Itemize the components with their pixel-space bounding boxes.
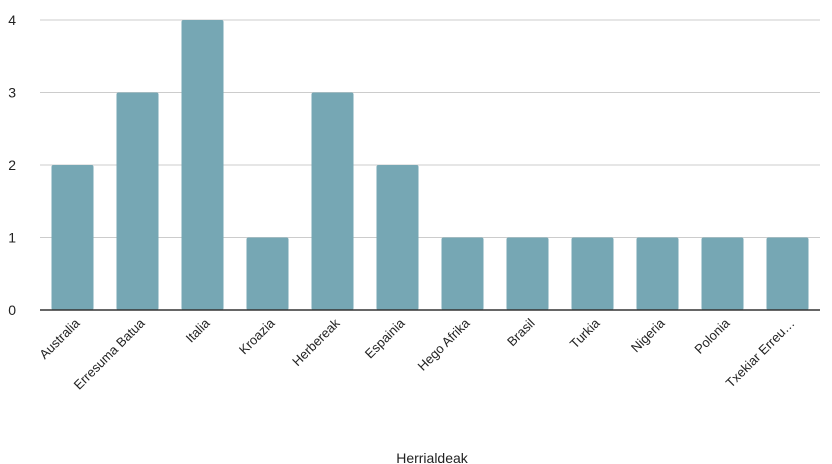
bar xyxy=(181,20,224,310)
bar xyxy=(311,92,354,310)
bars-layer xyxy=(51,20,809,310)
y-tick-labels: 0 1 2 3 4 xyxy=(8,12,16,318)
bar xyxy=(376,165,419,310)
bar xyxy=(701,237,744,310)
x-tick-label: Nigeria xyxy=(628,315,668,355)
x-tick-label: Australia xyxy=(36,315,83,362)
x-tick-label: Brasil xyxy=(504,315,538,349)
y-tick-label: 1 xyxy=(8,230,16,246)
bar xyxy=(51,165,94,310)
y-tick-label: 2 xyxy=(8,157,16,173)
y-tick-label: 0 xyxy=(8,302,16,318)
x-tick-label: Erresuma Batua xyxy=(71,315,149,393)
y-tick-label: 4 xyxy=(8,12,16,28)
bar xyxy=(116,92,159,310)
grid-layer xyxy=(40,19,820,238)
x-tick-label: Polonia xyxy=(691,315,733,357)
x-tick-label: Hego Afrika xyxy=(414,315,473,374)
x-tick-label: Espainia xyxy=(362,315,408,361)
x-tick-label: Kroazia xyxy=(236,315,278,357)
bar xyxy=(506,237,549,310)
y-tick-label: 3 xyxy=(8,85,16,101)
x-tick-label: Turkia xyxy=(567,315,603,351)
x-tick-label: Italia xyxy=(183,315,214,346)
bar xyxy=(636,237,679,310)
bar xyxy=(246,237,289,310)
x-tick-label: Txekiar Erreu… xyxy=(723,316,798,391)
bar xyxy=(571,237,614,310)
bar xyxy=(441,237,484,310)
bar xyxy=(766,237,809,310)
x-tick-label: Herbereak xyxy=(289,315,343,369)
x-axis-title: Herrialdeak xyxy=(396,450,469,464)
